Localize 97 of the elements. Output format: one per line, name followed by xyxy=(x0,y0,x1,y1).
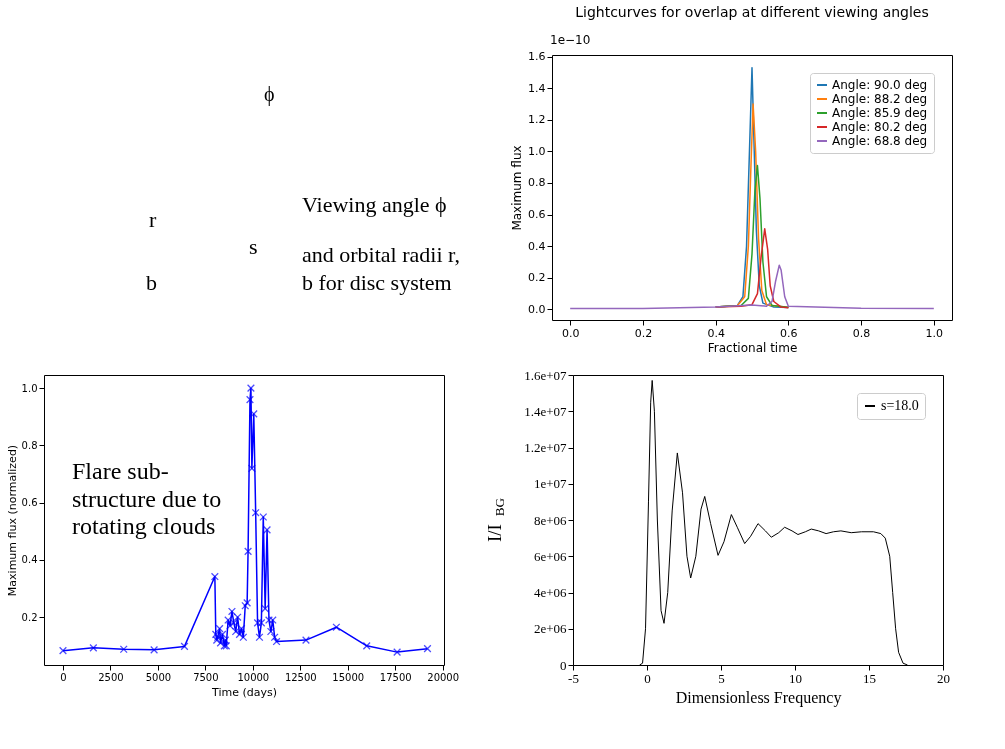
y-tick-label: 1.0 xyxy=(528,144,546,158)
x-tick-label: 0.6 xyxy=(780,326,798,340)
y-tick-label: 6e+06 xyxy=(533,548,567,564)
x-tick-label: 15000 xyxy=(332,671,365,683)
text: Viewing angle ϕ xyxy=(302,192,447,217)
legend-label: s=18.0 xyxy=(881,398,919,413)
point xyxy=(241,601,250,610)
point xyxy=(266,627,275,636)
x-tick-label: 5000 xyxy=(145,671,172,683)
point xyxy=(393,648,402,657)
x-tick-label: 7500 xyxy=(193,671,219,683)
point xyxy=(89,643,98,652)
y-tick-label: 0.6 xyxy=(528,208,546,222)
x-tick-label: 20 xyxy=(937,670,950,686)
point xyxy=(244,547,253,556)
y-tick-label: 4e+06 xyxy=(533,585,567,600)
text: s xyxy=(249,234,258,259)
x-axis-title: Dimensionless Frequency xyxy=(675,688,842,707)
point xyxy=(253,618,262,627)
point xyxy=(215,624,224,633)
point xyxy=(251,508,260,517)
point xyxy=(180,642,189,651)
y-tick-label: 1.2e+07 xyxy=(524,440,567,455)
y-axis-title: Maximum flux (normalized) xyxy=(5,444,19,597)
point xyxy=(245,395,254,404)
point xyxy=(243,598,252,607)
point xyxy=(247,464,256,473)
legend-label: Angle: 85.9 deg xyxy=(832,106,928,120)
point xyxy=(239,633,248,642)
x-tick-label: 17500 xyxy=(379,671,412,683)
y-tick-label: 0 xyxy=(560,657,567,673)
chart-title: Lightcurves for overlap at different viewing angles xyxy=(575,4,929,20)
y-tick-label: 1.4e+07 xyxy=(524,403,567,419)
text: and orbital radii r, b for disc system xyxy=(302,242,460,295)
x-tick-label: 5 xyxy=(718,670,725,686)
x-tick-label: 0.0 xyxy=(561,326,580,340)
legend-label: Angle: 90.0 deg xyxy=(832,78,928,92)
y-axis-title: I/IBG xyxy=(484,497,507,542)
y-tick-label: 1.0 xyxy=(21,382,38,394)
text: r xyxy=(149,207,157,232)
point xyxy=(255,633,264,642)
y-tick-label: 1.6 xyxy=(528,50,546,64)
point xyxy=(332,623,341,632)
x-tick-label: -5 xyxy=(568,670,579,686)
x-axis-title: Time (days) xyxy=(211,685,277,699)
y-tick-label: 0.4 xyxy=(528,239,546,253)
y-tick-label: 1.6e+07 xyxy=(524,367,567,383)
annotation: Flare sub- structure due to rotating clouds xyxy=(72,458,222,540)
x-tick-label: 0.2 xyxy=(634,326,653,340)
x-tick-label: 15 xyxy=(863,670,876,686)
y-tick-label: 1.2 xyxy=(528,113,546,127)
y-axis-title: Maximum flux xyxy=(510,145,525,231)
x-tick-label: 0 xyxy=(644,670,651,686)
text: 1e−10 xyxy=(550,33,591,47)
y-tick-label: 0.6 xyxy=(21,497,38,509)
point xyxy=(233,613,242,622)
y-tick-label: 1.4 xyxy=(528,81,546,95)
y-tick-label: 1e+07 xyxy=(533,476,567,492)
legend-label: Angle: 88.2 deg xyxy=(832,92,928,106)
y-tick-label: 0.8 xyxy=(21,439,38,451)
y-tick-label: 2e+06 xyxy=(533,621,567,637)
y-tick-label: 8e+06 xyxy=(533,512,567,528)
y-tick-label: 0.0 xyxy=(528,302,546,316)
x-tick-label: 2500 xyxy=(98,671,124,683)
point xyxy=(227,607,236,616)
point xyxy=(150,645,159,654)
x-tick-label: 10 xyxy=(789,670,802,686)
point xyxy=(263,525,272,534)
text: b xyxy=(146,270,157,295)
y-tick-label: 0.2 xyxy=(21,611,38,623)
point xyxy=(210,572,219,581)
point xyxy=(301,636,310,645)
x-tick-label: 0.8 xyxy=(852,326,871,340)
point xyxy=(423,644,432,653)
text: ϕ xyxy=(264,83,275,106)
point xyxy=(362,641,371,650)
x-tick-label: 1.0 xyxy=(925,326,944,340)
x-axis-title: Fractional time xyxy=(707,340,798,355)
x-tick-label: 0 xyxy=(60,671,67,683)
x-tick-label: 12500 xyxy=(284,671,317,683)
y-tick-label: 0.4 xyxy=(21,554,38,566)
line-series xyxy=(569,264,935,310)
point xyxy=(58,646,67,655)
x-tick-label: 20000 xyxy=(427,671,460,683)
point xyxy=(246,384,255,393)
y-tick-label: 0.2 xyxy=(528,271,546,285)
point xyxy=(259,512,268,521)
point xyxy=(270,633,279,642)
point xyxy=(235,630,244,639)
legend-label: Angle: 68.8 deg xyxy=(832,134,928,148)
legend-label: Angle: 80.2 deg xyxy=(832,120,928,134)
x-tick-label: 0.4 xyxy=(707,326,725,340)
point xyxy=(268,616,277,625)
y-tick-label: 0.8 xyxy=(528,176,546,190)
point xyxy=(119,645,128,654)
x-tick-label: 10000 xyxy=(237,671,270,683)
point xyxy=(272,637,281,646)
